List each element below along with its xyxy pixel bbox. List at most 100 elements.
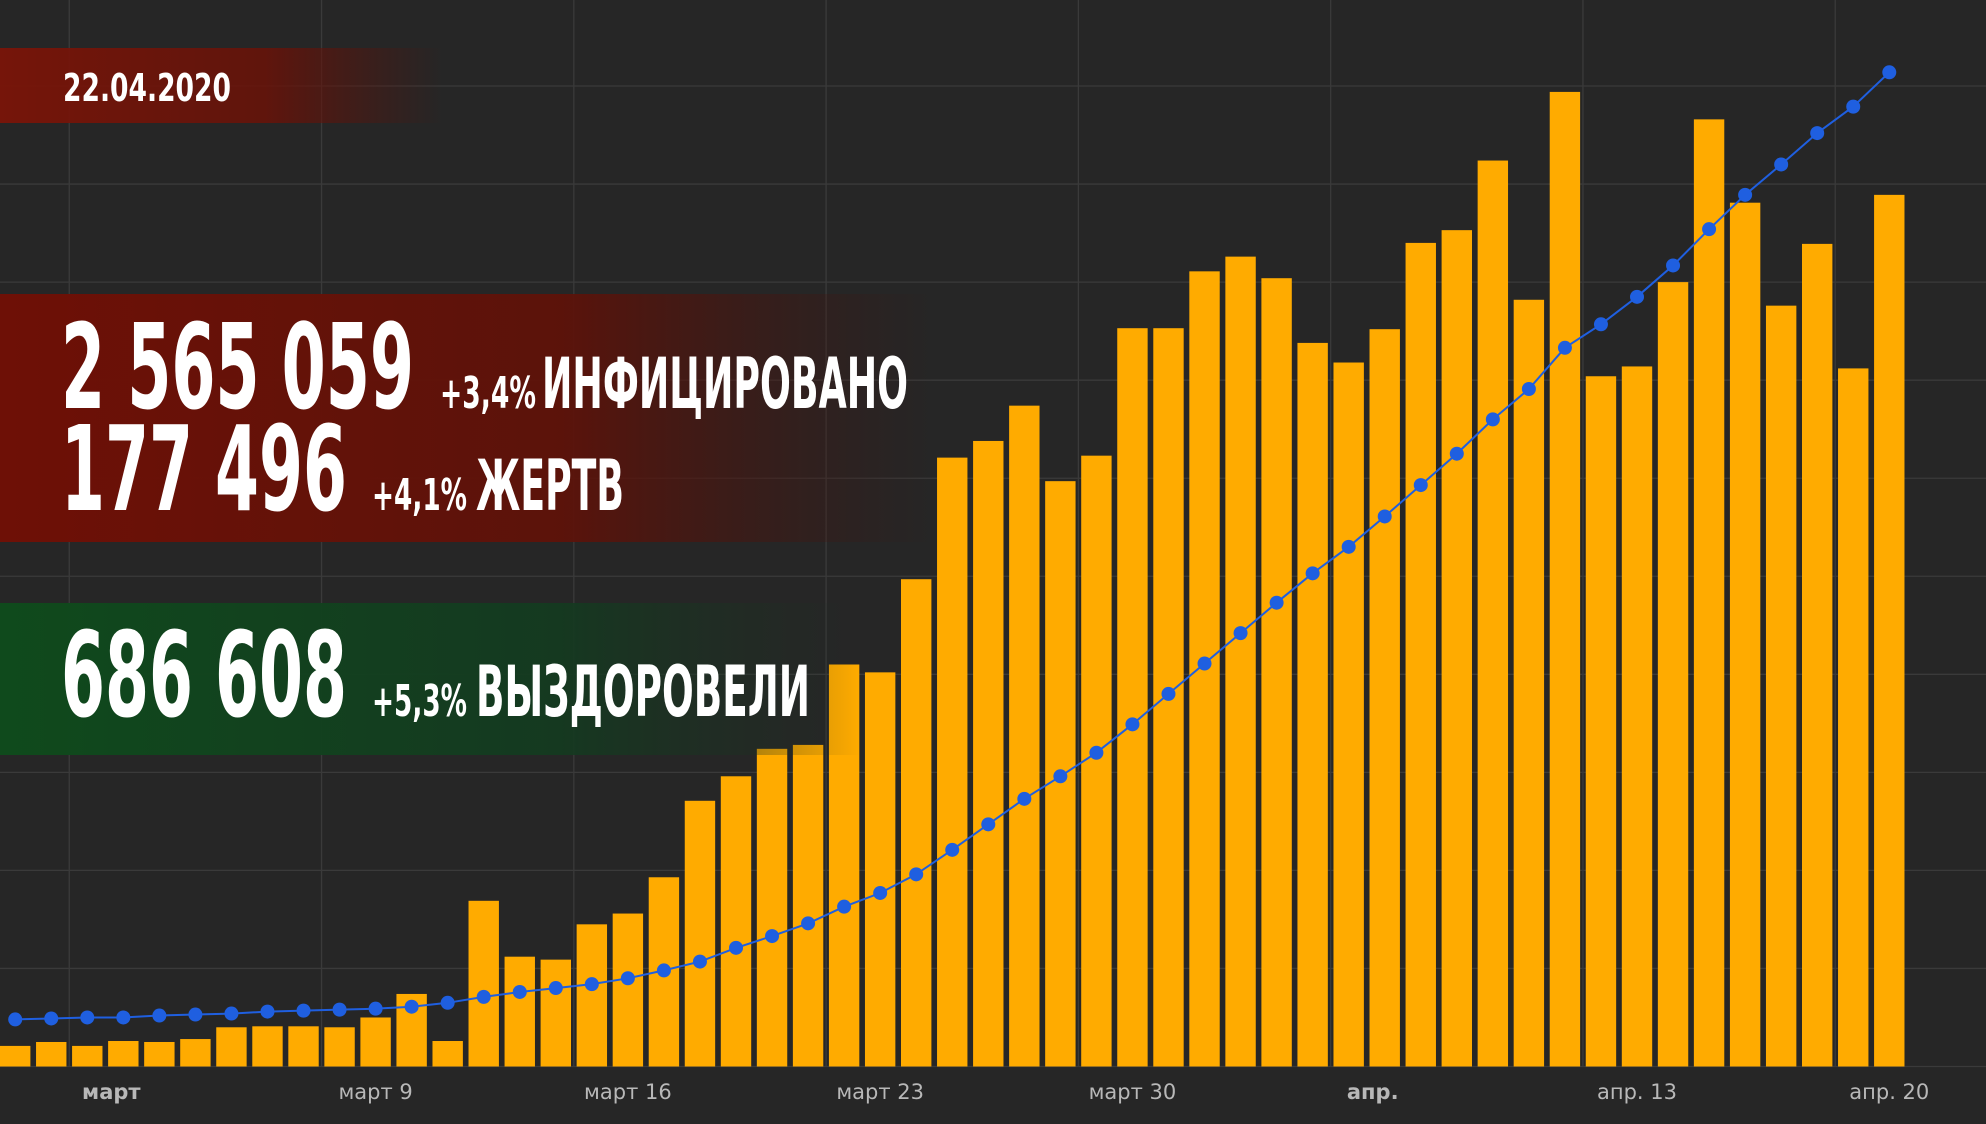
bar [144, 1041, 175, 1067]
bar [612, 913, 644, 1067]
bar [792, 744, 824, 1067]
line-point [116, 1010, 131, 1025]
bar [1874, 194, 1905, 1067]
bar [1297, 342, 1328, 1067]
line-point [1738, 187, 1753, 202]
line-point [332, 1002, 347, 1017]
stat-change: +3,4% [440, 368, 536, 419]
bar [1117, 328, 1148, 1067]
x-tick-label: март 23 [836, 1080, 924, 1104]
line-point [620, 971, 635, 986]
line-point [1521, 381, 1536, 396]
bar [0, 1045, 31, 1067]
line-point [1774, 157, 1789, 172]
line-point [1089, 745, 1104, 760]
line-point [296, 1003, 311, 1018]
line-point [152, 1008, 167, 1023]
line-point [1017, 791, 1032, 806]
bar [468, 900, 499, 1067]
bar [72, 1045, 103, 1067]
bar [1549, 91, 1581, 1067]
bar [1333, 362, 1364, 1067]
line-point [1269, 595, 1284, 610]
bar [1765, 305, 1797, 1067]
line-point [1341, 539, 1356, 554]
bar [216, 1027, 247, 1067]
stat-value: 177 496 [61, 400, 347, 538]
stat-value: 2 565 059 [61, 298, 414, 436]
stat-label: ИНФИЦИРОВАНО [542, 343, 908, 425]
line-point [692, 954, 707, 969]
line-point [80, 1010, 95, 1025]
bar [973, 440, 1004, 1067]
line-point [260, 1004, 275, 1019]
bar [937, 457, 968, 1067]
line-point [945, 842, 960, 857]
line-point [1882, 65, 1897, 80]
line-point [1125, 717, 1140, 732]
line-point [1305, 566, 1320, 581]
line-point [729, 940, 743, 955]
bar [432, 1041, 463, 1067]
bar [576, 924, 608, 1067]
bar [1405, 242, 1436, 1067]
bar [1729, 202, 1761, 1067]
stat-label: ВЫЗДОРОВЕЛИ [476, 651, 810, 733]
bar [1513, 299, 1545, 1067]
bar [684, 800, 716, 1067]
line-point [656, 963, 671, 978]
line-point [368, 1001, 383, 1016]
bar [1621, 366, 1653, 1067]
line-point [1630, 289, 1644, 304]
x-tick-label: апр. 20 [1849, 1080, 1929, 1104]
x-tick-label: апр. [1347, 1080, 1399, 1104]
stat-label: ЖЕРТВ [476, 445, 624, 527]
x-tick-label: апр. 13 [1597, 1080, 1677, 1104]
bar [720, 776, 752, 1067]
bar [1225, 256, 1256, 1067]
line-point [440, 995, 455, 1010]
bar [1657, 282, 1689, 1067]
bar [1441, 230, 1472, 1067]
line-point [1846, 99, 1861, 114]
line-point [1666, 258, 1681, 273]
bar [1838, 368, 1869, 1067]
x-tick-label: март 30 [1089, 1080, 1177, 1104]
line-point [1053, 769, 1068, 784]
line-point [981, 817, 996, 832]
bar [288, 1026, 319, 1067]
bar [1477, 160, 1509, 1067]
line-point [188, 1007, 203, 1022]
line-point [512, 984, 527, 999]
line-point [584, 977, 599, 992]
bar [901, 579, 932, 1067]
bar [324, 1027, 355, 1067]
line-point [1377, 509, 1392, 524]
bar [1009, 405, 1040, 1067]
bar [1585, 376, 1617, 1067]
overlay: 22.04.2020 2 565 059 +3,4% ИНФИЦИРОВАНО … [0, 48, 937, 755]
bar [540, 959, 571, 1067]
line-point [801, 916, 816, 931]
bar [360, 1017, 391, 1067]
line-point [548, 981, 563, 996]
bar [864, 672, 896, 1067]
line-point [837, 899, 852, 914]
line-point [44, 1011, 59, 1026]
red-band [0, 294, 937, 542]
stat-value: 686 608 [61, 606, 347, 744]
x-tick-label: март 16 [584, 1080, 672, 1104]
line-point [476, 989, 491, 1004]
stat-change: +5,3% [372, 676, 467, 727]
bar [180, 1039, 211, 1067]
x-tick-label: март 9 [338, 1080, 412, 1104]
bar [504, 956, 535, 1067]
bar [1369, 329, 1400, 1067]
line-point [1413, 478, 1428, 493]
bar [108, 1041, 139, 1067]
x-tick-label: март [82, 1080, 141, 1104]
line-point [1810, 126, 1825, 141]
date-band [0, 48, 443, 123]
line-point [765, 929, 780, 944]
